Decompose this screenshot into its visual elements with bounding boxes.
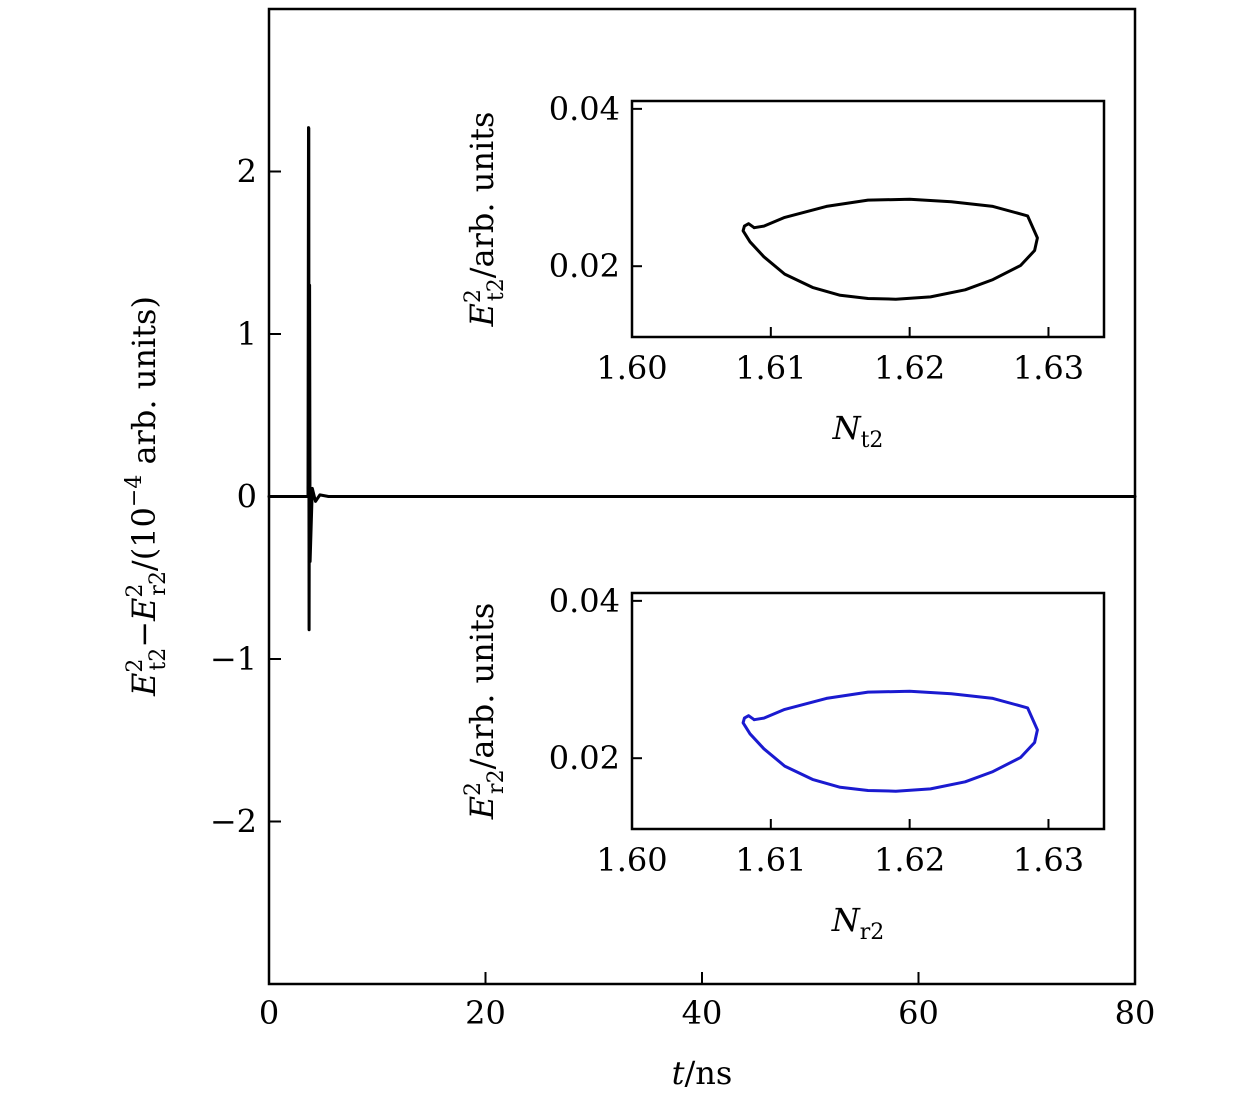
- main-ylabel-minus: −: [125, 621, 163, 648]
- main-ylabel: E2t2−E2r2/(10−4 arb. units): [122, 296, 171, 697]
- inset-bottom-ticks: 1.60 1.61 1.62 1.63 0.02 0.04: [549, 582, 1084, 879]
- main-xlabel: t/ns: [672, 1054, 733, 1092]
- inset-top-ylabel-rest: /arb. units: [463, 112, 501, 279]
- inset-top-xlabel: Nt2: [832, 409, 884, 453]
- inset-top-ytick-label: 0.04: [549, 90, 620, 128]
- inset-bottom-ylabel: E2r2/arb. units: [461, 603, 509, 821]
- main-ylabel-e1: E: [125, 673, 163, 697]
- main-xtick-label: 20: [465, 994, 506, 1032]
- main-xlabel-var: t: [672, 1054, 685, 1092]
- main-ytick-label: 2: [237, 153, 257, 191]
- inset-top: 1.60 1.61 1.62 1.630.020.04 Nt2 E2t2/arb. u…: [461, 90, 1106, 453]
- inset-top-xtick-label: 1.61: [735, 349, 806, 387]
- main-ytick-label: 1: [237, 315, 257, 353]
- main-xlabel-rest: /ns: [685, 1054, 733, 1092]
- main-ylabel-exp: −4: [122, 475, 147, 507]
- main-ylabel-e1-sub: t2: [146, 648, 171, 671]
- inset-bottom-xtick-label: 1.61: [735, 841, 806, 879]
- inset-bottom-frame: [630, 591, 1106, 831]
- inset-top-xlabel-sub: t2: [861, 428, 884, 453]
- main-ytick-label: −1: [210, 640, 257, 678]
- inset-bottom-background: [632, 593, 1104, 829]
- inset-bottom-xlabel-sub: r2: [860, 920, 885, 945]
- inset-bottom: 1.60 1.61 1.62 1.630.020.04 Nr2 E2r2/arb. u…: [461, 582, 1106, 945]
- inset-bottom-ylabel-var: E: [463, 796, 501, 820]
- inset-top-ylabel-var: E: [463, 303, 501, 327]
- inset-top-series: [741, 197, 1039, 301]
- inset-bottom-xtick-label: 1.63: [1013, 841, 1084, 879]
- inset-bottom-ytick-label: 0.04: [549, 582, 620, 620]
- main-xtick-label: 0: [259, 994, 279, 1032]
- inset-top-background: [632, 101, 1104, 337]
- inset-bottom-ylabel-rest: /arb. units: [463, 603, 501, 770]
- inset-top-xtick-label: 1.62: [874, 349, 945, 387]
- inset-bottom-ytick-label: 0.02: [549, 739, 620, 777]
- inset-bottom-ylabel-sub: r2: [484, 769, 509, 794]
- inset-top-xtick-label: 1.60: [596, 349, 667, 387]
- main-ticks: 0 20 40 60 80 −2 −1 0 1 2: [210, 153, 1156, 1033]
- inset-top-ticks: 1.60 1.61 1.62 1.63 0.02 0.04: [549, 90, 1084, 387]
- inset-top-ylabel-sup: 2: [461, 289, 486, 303]
- main-plot-frame: [267, 7, 1137, 986]
- main-ytick-label: 0: [237, 478, 257, 516]
- inset-top-frame: [630, 99, 1106, 339]
- inset-bottom-ylabel-sup: 2: [461, 782, 486, 796]
- inset-top-ylabel: E2t2/arb. units: [461, 112, 509, 328]
- inset-top-ytick-label: 0.02: [549, 247, 620, 285]
- main-series: [267, 126, 1137, 632]
- inset-bottom-xtick-label: 1.60: [596, 841, 667, 879]
- inset-top-xlabel-var: N: [832, 409, 862, 447]
- main-xtick-label: 80: [1115, 994, 1156, 1032]
- inset-top-xtick-label: 1.63: [1013, 349, 1084, 387]
- inset-top-series-line: [741, 197, 1039, 301]
- inset-bottom-xlabel-var: N: [831, 901, 861, 939]
- main-xtick-label: 60: [898, 994, 939, 1032]
- main-ylabel-mid: /(10: [125, 507, 163, 571]
- main-xtick-label: 40: [682, 994, 723, 1032]
- main-ytick-label: −2: [210, 803, 257, 841]
- inset-bottom-series-line: [741, 689, 1039, 793]
- inset-bottom-xlabel: Nr2: [831, 901, 885, 945]
- inset-bottom-xtick-label: 1.62: [874, 841, 945, 879]
- inset-bottom-series: [741, 689, 1039, 793]
- main-ylabel-tail: arb. units): [125, 296, 163, 475]
- main-ylabel-e1-sup: 2: [123, 659, 148, 673]
- main-ylabel-e2: E: [125, 598, 163, 622]
- main-ylabel-e2-sup: 2: [123, 584, 148, 598]
- main-ylabel-e2-sub: r2: [146, 571, 171, 596]
- inset-top-ylabel-sub: t2: [484, 278, 509, 301]
